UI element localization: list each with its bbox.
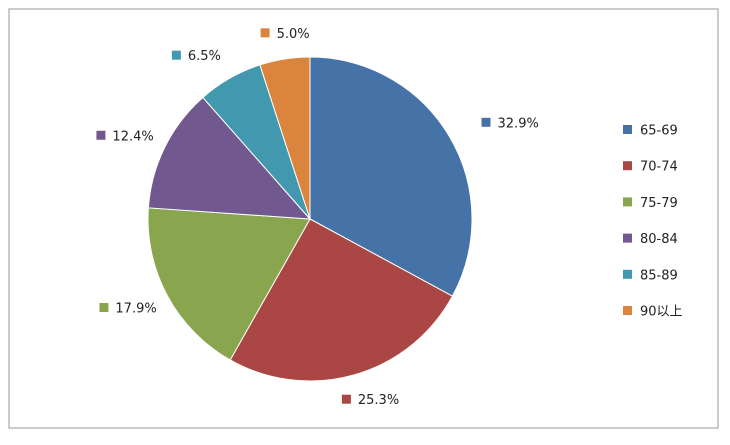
- pie-slice: [259, 56, 311, 220]
- data-label-marker: [341, 394, 351, 404]
- data-label: 32.9%: [498, 116, 539, 131]
- data-label-marker: [481, 117, 491, 127]
- legend-marker: [623, 161, 632, 171]
- legend-label: 65-69: [640, 124, 678, 139]
- pie-slice: [309, 56, 473, 297]
- data-label-marker: [99, 303, 109, 313]
- legend-label: 90以上: [640, 305, 683, 320]
- legend-label: 75-79: [640, 196, 678, 211]
- legend-marker: [623, 233, 632, 243]
- data-label-marker: [260, 28, 270, 38]
- pie-slice: [147, 207, 311, 361]
- pie-slice: [147, 96, 312, 220]
- data-label-marker: [171, 50, 181, 60]
- pie-slice: [229, 218, 454, 382]
- data-label: 17.9%: [115, 302, 156, 317]
- data-label: 12.4%: [112, 129, 153, 144]
- data-label-marker: [96, 130, 106, 140]
- legend-marker: [623, 197, 632, 207]
- legend-label: 70-74: [640, 160, 678, 175]
- data-label: 5.0%: [277, 27, 310, 42]
- legend-marker: [623, 306, 632, 315]
- data-label: 6.5%: [188, 49, 221, 64]
- legend-label: 85-89: [640, 268, 678, 283]
- legend-marker: [623, 269, 632, 279]
- legend-label: 80-84: [640, 232, 678, 247]
- data-label: 25.3%: [358, 393, 399, 408]
- legend-marker: [623, 125, 632, 134]
